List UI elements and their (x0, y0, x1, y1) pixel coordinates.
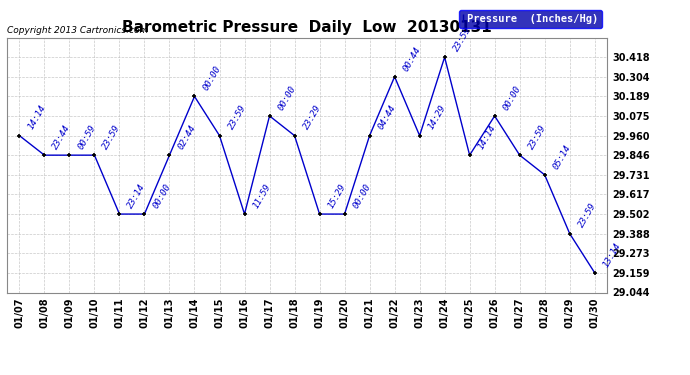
Point (239, 211, 250, 217)
Point (39, 152, 50, 158)
Legend: Pressure  (Inches/Hg): Pressure (Inches/Hg) (460, 9, 602, 28)
Point (214, 133, 225, 139)
Text: 00:59: 00:59 (77, 123, 97, 151)
Point (289, 133, 300, 139)
Text: 14:29: 14:29 (426, 104, 448, 132)
Text: 00:00: 00:00 (277, 84, 297, 112)
Point (539, 172, 550, 178)
Text: 11:59: 11:59 (251, 182, 273, 210)
Title: Barometric Pressure  Daily  Low  20130131: Barometric Pressure Daily Low 20130131 (122, 20, 492, 35)
Text: 00:00: 00:00 (151, 182, 172, 210)
Text: 00:00: 00:00 (351, 182, 373, 210)
Point (414, 133, 425, 139)
Point (139, 211, 150, 217)
Point (389, 74, 400, 80)
Text: 14:14: 14:14 (26, 104, 48, 132)
Point (89, 152, 100, 158)
Point (464, 152, 475, 158)
Point (589, 270, 600, 276)
Text: 23:59: 23:59 (577, 202, 598, 229)
Point (364, 133, 375, 139)
Text: 00:44: 00:44 (402, 45, 423, 72)
Point (264, 113, 275, 119)
Text: 23:29: 23:29 (302, 104, 323, 132)
Point (564, 231, 575, 237)
Text: 00:00: 00:00 (502, 84, 523, 112)
Point (64, 152, 75, 158)
Text: 05:14: 05:14 (551, 143, 573, 171)
Text: 23:44: 23:44 (51, 123, 72, 151)
Text: 23:59: 23:59 (226, 104, 248, 132)
Text: 04:44: 04:44 (377, 104, 397, 132)
Text: 02:44: 02:44 (177, 123, 197, 151)
Text: 23:59: 23:59 (101, 123, 123, 151)
Text: 15:29: 15:29 (326, 182, 348, 210)
Point (439, 54, 450, 60)
Text: 13:14: 13:14 (602, 241, 623, 268)
Text: 00:00: 00:00 (201, 64, 223, 92)
Text: 14:14: 14:14 (477, 123, 497, 151)
Text: 23:59: 23:59 (451, 25, 473, 53)
Point (339, 211, 350, 217)
Point (314, 211, 325, 217)
Point (164, 152, 175, 158)
Point (489, 113, 500, 119)
Point (514, 152, 525, 158)
Point (189, 93, 200, 99)
Point (14, 133, 25, 139)
Text: Copyright 2013 Cartronics.com: Copyright 2013 Cartronics.com (7, 26, 148, 35)
Point (114, 211, 125, 217)
Text: 23:59: 23:59 (526, 123, 548, 151)
Text: 23:14: 23:14 (126, 182, 148, 210)
